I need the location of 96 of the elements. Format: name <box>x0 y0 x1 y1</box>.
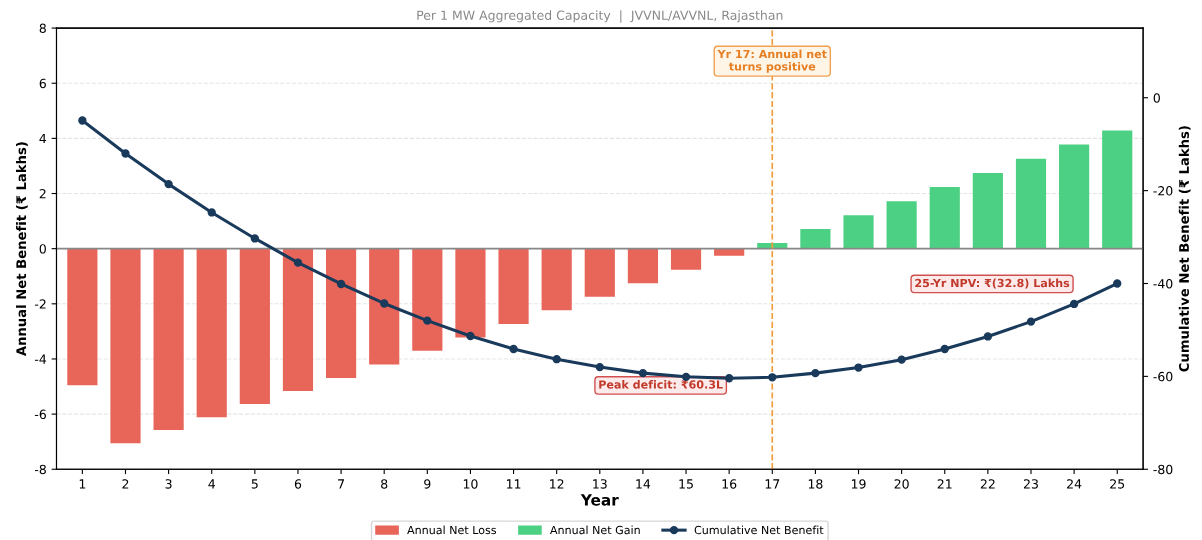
y2-axis-title: Cumulative Net Benefit (₹ Lakhs) <box>1178 126 1191 372</box>
point <box>768 373 777 382</box>
x-tick-label: 4 <box>208 479 215 489</box>
y2-tick-label: -60 <box>1153 371 1173 382</box>
point <box>1113 279 1122 288</box>
bar <box>196 248 227 418</box>
point <box>1026 317 1036 326</box>
point <box>380 299 389 308</box>
bar <box>541 248 572 311</box>
y-tick-label: 2 <box>39 188 46 199</box>
point <box>724 374 734 383</box>
annotation: 25-Yr NPV: ₹(32.8) Lakhs <box>915 278 1070 289</box>
x-tick-label: 11 <box>506 479 521 489</box>
bar <box>843 215 874 249</box>
x-tick-label: 8 <box>381 479 388 489</box>
x-tick-label: 14 <box>636 479 651 489</box>
point <box>638 368 648 378</box>
legend-label: Annual Net Gain <box>550 525 640 535</box>
bar <box>325 248 357 378</box>
bar <box>153 248 184 431</box>
chart-title: Per 1 MW Aggregated Capacity | JVVNL/AVVNL, Rajasthan <box>417 10 783 23</box>
bar <box>110 248 141 444</box>
x-tick-label: 23 <box>1023 479 1038 489</box>
x-tick-label: 19 <box>851 479 866 489</box>
y-tick-label: -2 <box>34 299 46 309</box>
y-tick-label: 0 <box>39 244 46 254</box>
bar <box>1059 144 1090 249</box>
point <box>293 258 303 267</box>
x-tick-label: 12 <box>550 479 564 489</box>
x-tick-label: 9 <box>424 479 431 489</box>
x-tick-label: 3 <box>165 479 172 489</box>
x-tick-label: 22 <box>980 479 995 489</box>
x-tick-label: 1 <box>79 479 86 489</box>
bar <box>670 248 702 270</box>
point <box>854 363 863 372</box>
x-tick-label: 18 <box>808 479 823 489</box>
bar <box>412 248 443 351</box>
point <box>811 368 820 378</box>
bar <box>886 201 917 249</box>
y2-tick-label: -40 <box>1153 278 1173 289</box>
legend-label: Cumulative Net Benefit <box>694 525 824 535</box>
point <box>164 179 173 189</box>
point <box>1069 299 1079 309</box>
point <box>940 344 949 354</box>
bar <box>498 248 529 324</box>
point <box>78 116 87 125</box>
x-tick-label: 2 <box>122 479 129 489</box>
point <box>207 208 216 217</box>
x-tick-label: 20 <box>894 479 909 489</box>
point <box>336 279 346 289</box>
bar <box>584 248 615 297</box>
y-axis-title: Annual Net Benefit (₹ Lakhs) <box>15 142 28 357</box>
x-tick-label: 16 <box>722 479 737 489</box>
bar <box>239 248 270 404</box>
legend-label: Annual Net Loss <box>407 525 497 535</box>
x-tick-label: 15 <box>679 479 693 489</box>
point <box>423 316 432 325</box>
bar <box>1102 130 1133 249</box>
ref-line-label: Yr 17: Annual net turns positive <box>717 49 827 73</box>
bar <box>627 248 659 284</box>
bar <box>369 248 400 365</box>
bar <box>972 173 1003 249</box>
x-tick-label: 13 <box>593 479 607 489</box>
point <box>552 355 561 364</box>
bar <box>929 186 960 249</box>
x-tick-label: 6 <box>294 479 302 489</box>
bar <box>1015 158 1047 249</box>
annotation: Peak deficit: ₹60.3L <box>599 380 723 389</box>
y-tick-label: -6 <box>34 409 46 420</box>
y-tick-label: 8 <box>39 23 46 34</box>
y2-tick-label: -80 <box>1153 464 1173 475</box>
point <box>121 149 130 158</box>
point <box>250 234 260 243</box>
bar <box>67 248 98 386</box>
x-axis-title: Year <box>580 494 619 506</box>
x-tick-label: 10 <box>463 479 478 489</box>
x-tick-label: 24 <box>1067 479 1082 489</box>
bar <box>282 248 314 391</box>
x-tick-label: 25 <box>1110 479 1125 489</box>
point <box>466 331 475 341</box>
point <box>983 332 993 341</box>
y2-tick-label: -20 <box>1153 186 1173 196</box>
point <box>595 362 604 372</box>
y-tick-label: -4 <box>34 354 47 364</box>
point <box>509 344 518 354</box>
bar <box>455 248 486 338</box>
x-tick-label: 17 <box>765 479 780 489</box>
y-tick-label: 4 <box>39 134 47 144</box>
x-tick-label: 21 <box>937 479 952 489</box>
y-tick-label: 6 <box>39 78 46 89</box>
x-tick-label: 7 <box>338 479 344 489</box>
bar <box>800 229 831 249</box>
x-tick-label: 5 <box>251 479 258 489</box>
y2-tick-label: 0 <box>1153 93 1160 103</box>
point <box>897 355 906 364</box>
y-tick-label: -8 <box>34 464 46 475</box>
